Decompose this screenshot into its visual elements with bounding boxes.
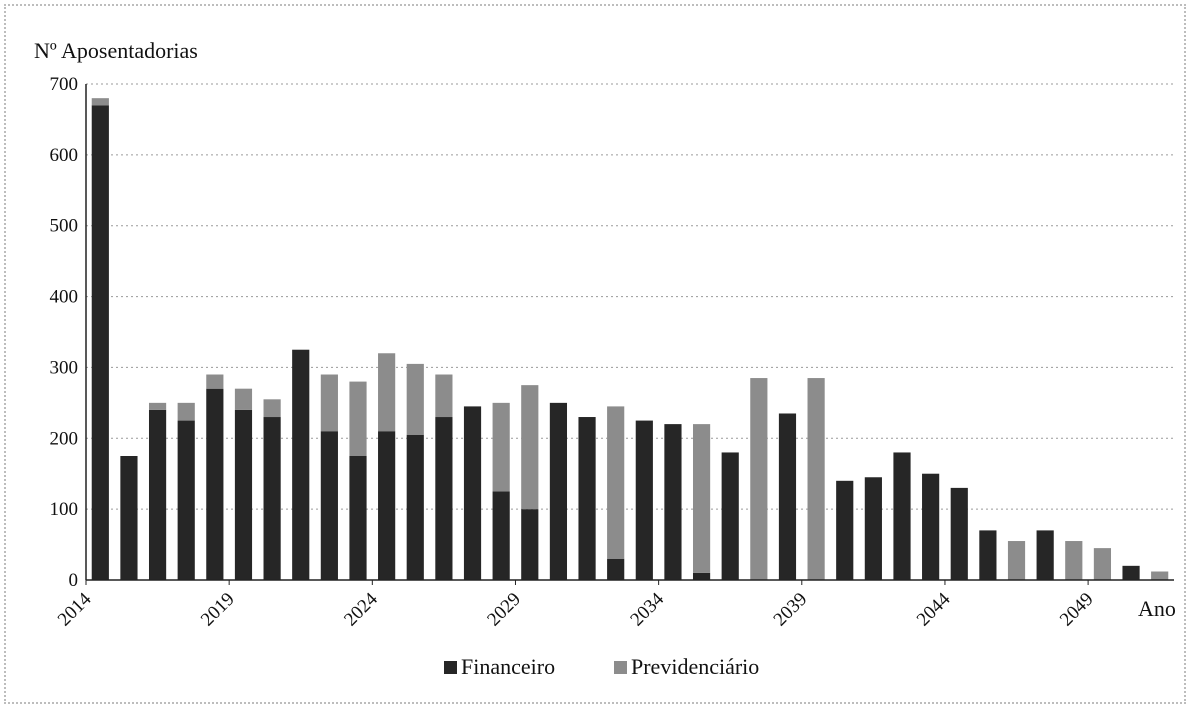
- bar-2029-financeiro: [521, 509, 539, 580]
- y-tick-label-100: 100: [50, 499, 79, 520]
- bar-2029-previdenciario: [521, 385, 539, 510]
- bar-2019-previdenciario: [234, 388, 253, 410]
- bar-2028-financeiro: [492, 491, 510, 580]
- bar-2020-previdenciario: [263, 399, 281, 418]
- bar-2025-previdenciario: [406, 363, 424, 435]
- bar-2049-previdenciario: [1093, 548, 1112, 580]
- bar-2048-previdenciario: [1065, 541, 1083, 580]
- bar-2014-financeiro: [91, 105, 109, 580]
- bar-2030-financeiro: [549, 402, 568, 580]
- bar-2046-previdenciario: [1007, 541, 1026, 580]
- y-tick-label-0: 0: [69, 570, 79, 591]
- bar-2033-financeiro: [635, 420, 653, 580]
- x-axis-title: Ano: [1138, 596, 1176, 621]
- legend: Financeiro Previdenciário: [444, 654, 759, 679]
- bar-2038-financeiro: [778, 413, 797, 580]
- bar-2021-financeiro: [292, 349, 310, 580]
- y-tick-label-700: 700: [50, 74, 79, 95]
- bar-2044-financeiro: [950, 487, 968, 580]
- bar-2015-financeiro: [120, 456, 138, 580]
- bar-2034-financeiro: [664, 424, 682, 580]
- bar-2018-previdenciario: [206, 374, 224, 389]
- bar-2036-financeiro: [721, 452, 739, 580]
- bar-2020-financeiro: [263, 417, 281, 580]
- bar-2045-financeiro: [979, 530, 997, 580]
- chart-frame: 0 100 200 300 400 500 600 700 2014 2019 2024 2029 2…: [4, 4, 1186, 704]
- y-tick-label-200: 200: [50, 428, 79, 449]
- bar-2040-financeiro: [836, 480, 854, 580]
- bar-2024-financeiro: [378, 431, 396, 580]
- bar-2023-financeiro: [349, 456, 367, 580]
- bar-2022-financeiro: [320, 431, 338, 580]
- bar-2031-financeiro: [578, 417, 596, 580]
- bar-2024-previdenciario: [378, 353, 396, 432]
- x-tick-label-2024: 2024: [340, 588, 382, 630]
- bar-2039-previdenciario: [807, 378, 825, 580]
- bar-2032-financeiro: [607, 558, 625, 580]
- x-tick-label-2019: 2019: [197, 589, 239, 631]
- legend-label-financeiro: Financeiro: [461, 654, 555, 679]
- x-tick-label-2039: 2039: [770, 589, 812, 631]
- bar-2041-financeiro: [864, 477, 882, 580]
- legend-swatch-financeiro: [444, 661, 457, 674]
- bar-2017-financeiro: [177, 420, 195, 580]
- y-tick-label-300: 300: [50, 357, 79, 378]
- bar-2027-financeiro: [463, 406, 482, 580]
- bar-2035-previdenciario: [692, 424, 711, 573]
- x-tick-label-2029: 2029: [483, 589, 525, 631]
- bar-2028-previdenciario: [492, 402, 510, 492]
- y-tick-label-500: 500: [50, 216, 79, 237]
- x-tick-label-2049: 2049: [1056, 589, 1098, 631]
- bar-2025-financeiro: [406, 434, 424, 580]
- bar-2037-previdenciario: [750, 378, 768, 580]
- y-axis-title: Nº Aposentadorias: [34, 38, 198, 63]
- bar-2042-financeiro: [893, 452, 911, 580]
- bar-2035-financeiro: [692, 572, 711, 580]
- x-tick-layer: 2014 2019 2024 2029 2034 2039 2044 2049: [54, 580, 1098, 630]
- bar-2047-financeiro: [1036, 530, 1054, 580]
- legend-swatch-previdenciario: [614, 661, 627, 674]
- bar-2026-financeiro: [435, 417, 453, 580]
- bar-2043-financeiro: [922, 473, 940, 580]
- x-tick-label-2044: 2044: [913, 588, 955, 630]
- bar-2032-previdenciario: [607, 406, 625, 559]
- bar-2023-previdenciario: [349, 381, 367, 456]
- bar-2016-previdenciario: [148, 402, 167, 410]
- bar-2051-previdenciario: [1151, 571, 1169, 580]
- bar-2019-financeiro: [234, 409, 253, 580]
- bar-2017-previdenciario: [177, 402, 195, 421]
- bar-2022-previdenciario: [320, 374, 338, 432]
- x-tick-label-2034: 2034: [626, 588, 668, 630]
- bar-2016-financeiro: [148, 409, 167, 580]
- bar-2026-previdenciario: [435, 374, 453, 418]
- y-tick-label-600: 600: [50, 145, 79, 166]
- legend-label-previdenciario: Previdenciário: [631, 654, 759, 679]
- y-tick-layer: 0 100 200 300 400 500 600 700: [50, 74, 79, 591]
- y-tick-label-400: 400: [50, 287, 79, 308]
- bar-2014-previdenciario: [91, 98, 109, 106]
- bar-2050-financeiro: [1122, 565, 1140, 580]
- bar-layer: [91, 98, 1169, 580]
- bar-2018-financeiro: [206, 388, 224, 580]
- x-tick-label-2014: 2014: [54, 588, 96, 630]
